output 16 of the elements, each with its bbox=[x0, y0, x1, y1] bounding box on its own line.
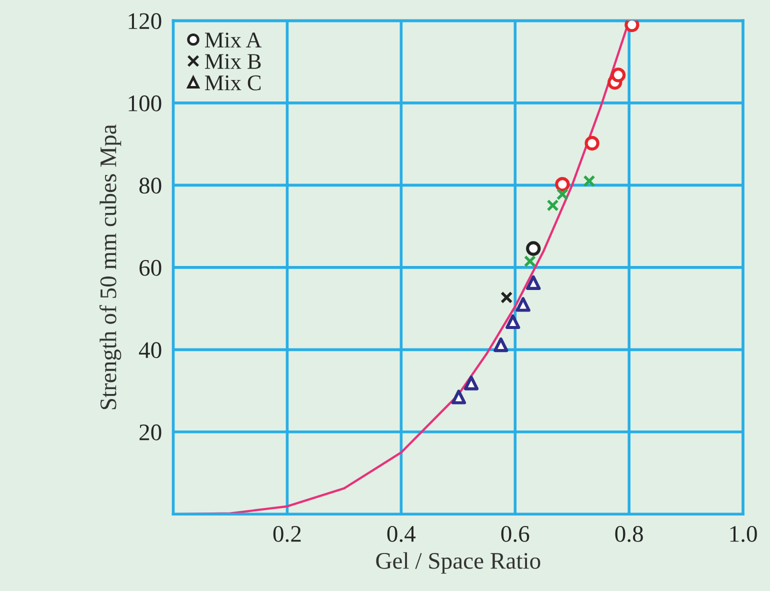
legend-label: Mix B bbox=[205, 54, 261, 69]
legend-label: Mix C bbox=[205, 75, 261, 90]
x-axis-title: Gel / Space Ratio bbox=[376, 552, 540, 574]
x-tick-label: 1.0 bbox=[730, 526, 757, 542]
x-tick-label: 0.8 bbox=[615, 526, 643, 542]
y-tick-label: 120 bbox=[128, 13, 162, 30]
y-tick-label: 40 bbox=[138, 342, 162, 358]
x-tick-label: 0.6 bbox=[501, 526, 530, 542]
y-tick-label: 20 bbox=[140, 424, 162, 440]
y-axis-title: Strength of 50 mm cubes Mpa bbox=[99, 124, 122, 410]
x-tick-label: 0.2 bbox=[273, 526, 301, 542]
y-tick-label: 100 bbox=[128, 95, 162, 112]
x-tick-label: 0.4 bbox=[387, 526, 416, 542]
y-tick-label: 60 bbox=[140, 260, 162, 276]
y-tick-label: 80 bbox=[139, 178, 162, 194]
legend-label: Mix A bbox=[205, 32, 262, 48]
